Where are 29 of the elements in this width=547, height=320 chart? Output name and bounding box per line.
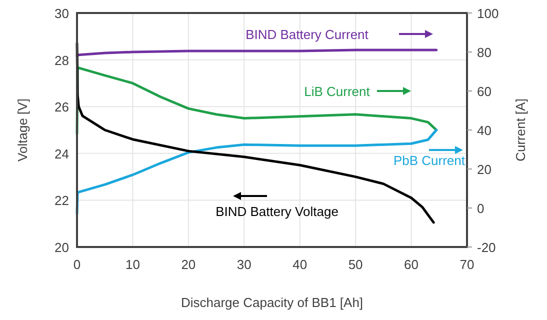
x-tick-label: 0 (73, 257, 81, 272)
x-tick-label: 40 (292, 257, 308, 272)
legend-label: LiB Current (304, 84, 370, 99)
x-tick-label: 70 (460, 257, 474, 272)
x-tick-label: 50 (348, 257, 363, 272)
y2-tick-label: -20 (477, 240, 496, 255)
y2-axis-title: Current [A] (513, 98, 528, 162)
legend-label: BIND Battery Current (246, 27, 369, 42)
y-tick-label: 24 (54, 146, 69, 162)
y-axis-title: Voltage [V] (15, 98, 30, 162)
x-tick-label: 10 (125, 257, 140, 272)
y-tick-label: 20 (54, 240, 69, 255)
y-tick-label: 30 (54, 6, 69, 21)
y-tick-label: 28 (54, 52, 69, 68)
y2-tick-label: 40 (477, 123, 492, 138)
x-tick-label: 60 (404, 257, 419, 272)
y2-tick-label: 20 (477, 162, 492, 177)
text: BIND Battery Voltage (216, 204, 338, 219)
x-axis-title: Discharge Capacity of BB1 [Ah] (180, 295, 364, 310)
y2-tick-label: 0 (477, 201, 484, 216)
y-tick-label: 22 (54, 193, 69, 208)
series-label: PbB Current (393, 153, 466, 168)
y2-tick-label: 60 (477, 84, 492, 99)
x-tick-label: 20 (181, 257, 196, 272)
line-series (76, 66, 438, 136)
y-tick-label: 26 (54, 100, 69, 115)
y2-tick-label: 80 (477, 45, 492, 60)
y2-tick-label: 100 (477, 6, 499, 21)
x-tick-label: 30 (236, 257, 252, 272)
